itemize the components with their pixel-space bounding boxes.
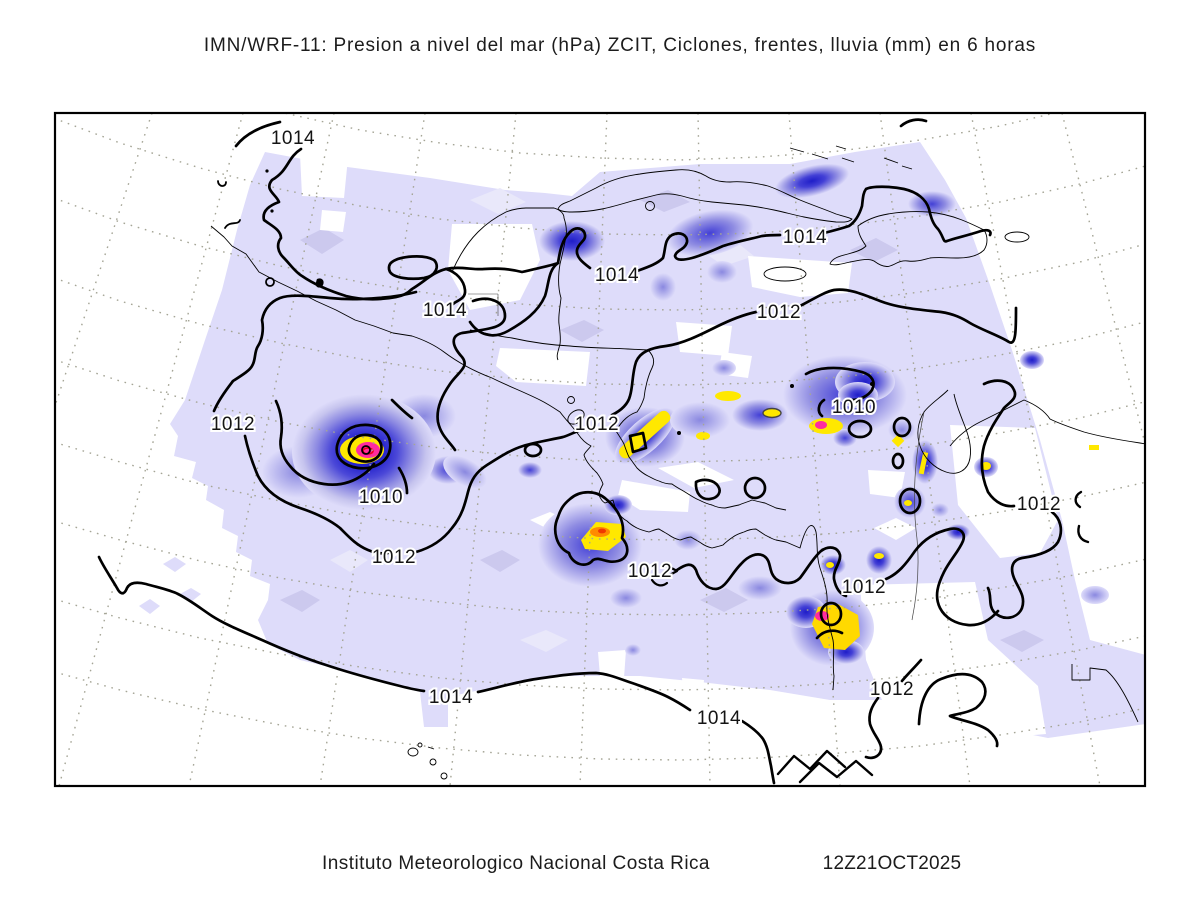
svg-text:1012: 1012 (628, 561, 672, 582)
svg-text:1012: 1012 (1017, 494, 1061, 515)
svg-text:1014: 1014 (423, 300, 467, 321)
svg-text:1010: 1010 (359, 487, 403, 508)
svg-text:1014: 1014 (271, 128, 315, 149)
svg-text:1012: 1012 (842, 577, 886, 598)
svg-text:12Z21OCT2025: 12Z21OCT2025 (823, 853, 962, 874)
svg-text:1014: 1014 (595, 265, 639, 286)
svg-text:1012: 1012 (372, 547, 416, 568)
svg-text:1010: 1010 (832, 397, 876, 418)
svg-text:1014: 1014 (429, 687, 473, 708)
svg-text:1014: 1014 (783, 227, 827, 248)
svg-text:1014: 1014 (697, 708, 741, 729)
svg-text:IMN/WRF-11: Presion a nivel de: IMN/WRF-11: Presion a nivel del mar (hPa… (204, 35, 1036, 56)
svg-text:1012: 1012 (575, 414, 619, 435)
svg-text:1012: 1012 (211, 414, 255, 435)
svg-text:1012: 1012 (757, 302, 801, 323)
svg-text:Instituto Meteorologico Nacion: Instituto Meteorologico Nacional Costa R… (322, 853, 710, 874)
svg-text:1012: 1012 (870, 679, 914, 700)
